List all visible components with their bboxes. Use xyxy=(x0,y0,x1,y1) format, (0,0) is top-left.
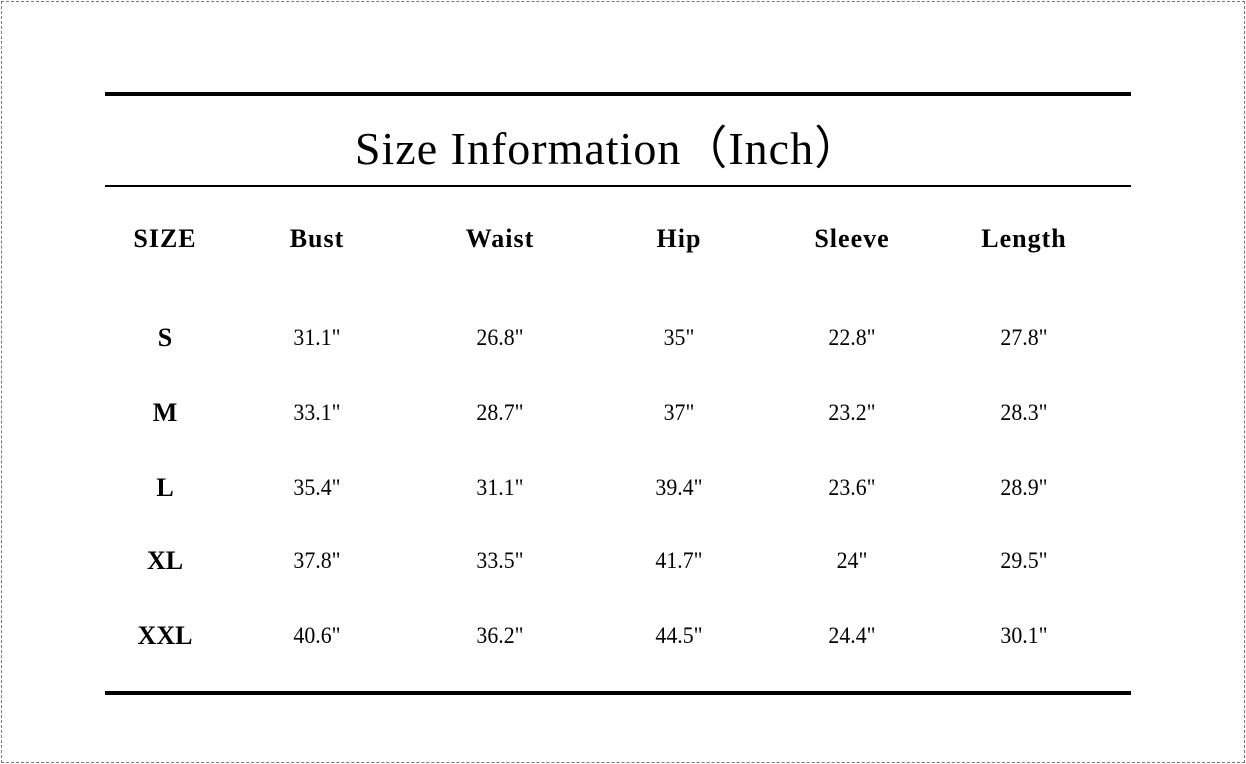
top-rule xyxy=(105,92,1131,96)
measurement-cell: 23.2" xyxy=(828,400,876,425)
column-header: Length xyxy=(981,224,1067,253)
measurement-cell: 33.5" xyxy=(476,548,524,573)
measurement-cell: 28.3" xyxy=(1000,400,1048,425)
measurement-cell: 33.1" xyxy=(293,400,341,425)
column-header: Sleeve xyxy=(814,224,890,253)
measurement-cell: 39.4" xyxy=(655,475,703,500)
measurement-cell: 44.5" xyxy=(655,623,703,648)
measurement-cell: 31.1" xyxy=(476,475,524,500)
measurement-cell: 40.6" xyxy=(293,623,341,648)
measurement-cell: 24.4" xyxy=(828,623,876,648)
size-label: XXL xyxy=(137,621,193,650)
measurement-cell: 31.1" xyxy=(293,325,341,350)
measurement-cell: 22.8" xyxy=(828,325,876,350)
measurement-cell: 26.8" xyxy=(476,325,524,350)
column-header: Bust xyxy=(289,224,345,253)
measurement-cell: 28.7" xyxy=(476,400,524,425)
header-rule xyxy=(105,185,1131,187)
measurement-cell: 29.5" xyxy=(1000,548,1048,573)
page-title: Size Information（Inch） xyxy=(354,123,862,174)
measurement-cell: 24" xyxy=(836,548,868,573)
column-header: SIZE xyxy=(133,224,197,253)
measurement-cell: 37" xyxy=(663,400,695,425)
bottom-rule xyxy=(105,691,1131,695)
measurement-cell: 28.9" xyxy=(1000,475,1048,500)
size-label: L xyxy=(156,473,174,502)
column-header: Waist xyxy=(465,224,535,253)
measurement-cell: 27.8" xyxy=(1000,325,1048,350)
size-label: XL xyxy=(146,546,184,575)
column-header: Hip xyxy=(656,224,702,253)
measurement-cell: 36.2" xyxy=(476,623,524,648)
measurement-cell: 35.4" xyxy=(293,475,341,500)
measurement-cell: 37.8" xyxy=(293,548,341,573)
measurement-cell: 30.1" xyxy=(1000,623,1048,648)
size-label: M xyxy=(152,398,178,427)
measurement-cell: 35" xyxy=(663,325,695,350)
measurement-cell: 41.7" xyxy=(655,548,703,573)
size-label: S xyxy=(157,323,173,352)
measurement-cell: 23.6" xyxy=(828,475,876,500)
